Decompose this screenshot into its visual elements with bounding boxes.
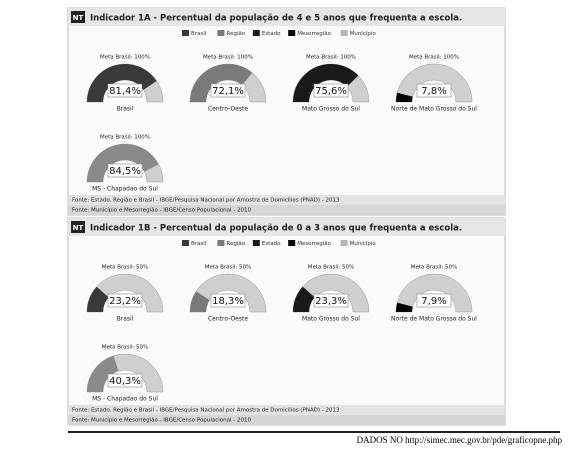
gauge-name: Brasil [117,316,134,323]
gauge-name: Norte de Mato Grosso do Sul [391,316,477,323]
gauge-value: 81,4% [109,86,141,97]
source: Fonte: Estado, Região e Brasil - IBGE/Pe… [72,197,340,204]
gauge-value: 7,8% [421,86,446,97]
legend-swatch [288,30,296,36]
source-bar [68,405,505,415]
title-bar [68,218,505,236]
gauge-fill [293,286,315,312]
value-box [313,293,349,308]
source: Fonte: Município e Mesorregião - IBGE/Ce… [72,417,252,424]
gauge-value: 75,6% [315,86,347,97]
title-bar [68,8,505,26]
legend-label: Estado [262,241,281,247]
gauge-track [86,273,164,313]
gauge-value: 7,9% [421,296,446,307]
gauge-meta: Meta Brasil: 50% [411,265,458,271]
gauge-name: Brasil [117,106,134,113]
gauge-track [292,273,370,313]
value-box [416,83,452,98]
gauge-value: 84,5% [109,166,141,177]
footer: DADOS NO http://simec.mec.gov.br/pde/gra… [357,435,563,445]
gauge-fill [293,64,359,102]
value-box [107,83,143,98]
gauge-name: Centro-Oeste [208,316,248,323]
gauge-track [395,63,473,103]
gauge-value: 23,2% [109,296,141,307]
gauge-name: Mato Grosso do Sul [302,106,360,113]
gauge-value: 72,1% [212,86,244,97]
legend-label: Município [350,240,377,247]
gauge-meta: Meta Brasil: 100% [306,55,356,61]
source-bar [68,415,505,425]
gauge-name: Norte de Mato Grosso do Sul [391,106,477,113]
legend-swatch [182,30,189,36]
value-box [416,293,452,308]
gauge-track [189,273,267,313]
gauge-fill [190,291,210,312]
legend-swatch [288,240,296,246]
gauge-meta: Meta Brasil: 50% [102,345,149,351]
value-box [107,373,143,388]
badge: NT [73,224,84,232]
source: Fonte: Estado, Região e Brasil - IBGE/Pe… [72,407,340,414]
legend-label: Mesorregião [297,31,331,37]
gauge-name: Centro-Oeste [208,106,248,113]
badge-box [71,11,85,23]
gauge-meta: Meta Brasil: 100% [100,55,150,61]
panel [67,7,506,216]
legend-swatch [217,240,225,246]
value-box [210,83,246,98]
legend-label: Brasil [191,241,207,247]
gauge-meta: Meta Brasil: 100% [203,55,253,61]
gauge-fill [396,92,413,102]
value-box [210,293,246,308]
gauge-value: 18,3% [212,296,244,307]
panel-title: Indicador 1A - Percentual da população d… [90,14,462,24]
legend-label: Região [226,241,245,247]
legend-swatch [182,240,189,246]
legend-label: Município [350,30,377,37]
legend-label: Mesorregião [297,241,331,247]
legend-swatch [217,30,225,36]
gauge-meta: Meta Brasil: 100% [100,135,150,141]
source-bar [68,205,505,215]
value-box [107,293,143,308]
legend-label: Região [226,31,245,37]
gauge-name: MS - Chapadao do Sul [92,396,158,403]
legend-swatch [340,240,348,246]
gauge-fill [190,64,253,102]
gauge-value: 40,3% [109,376,141,387]
badge: NT [73,14,84,22]
gauge-name: Mato Grosso do Sul [302,316,360,323]
value-box [107,163,143,178]
gauge-meta: Meta Brasil: 50% [102,265,149,271]
source: Fonte: Município e Mesorregião - IBGE/Ce… [72,207,252,214]
gauge-track [395,273,473,313]
legend-swatch [252,30,260,36]
gauge-fill [87,286,109,312]
gauge-meta: Meta Brasil: 100% [409,55,459,61]
gauge-meta: Meta Brasil: 50% [205,265,252,271]
legend-label: Estado [262,31,281,37]
legend-label: Brasil [191,31,207,37]
gauge-fill [87,355,119,392]
gauge-fill [87,143,159,182]
gauge-fill [396,302,413,312]
legend-swatch [252,240,260,246]
source-bar [68,195,505,205]
legend-swatch [340,30,348,36]
panel-title: Indicador 1B - Percentual da população d… [90,224,462,234]
gauge-meta: Meta Brasil: 50% [308,265,355,271]
gauge-value: 23,3% [315,296,347,307]
badge-box [71,221,85,233]
gauge-name: MS - Chapadao do Sul [92,186,158,193]
gauge-fill [87,64,157,102]
value-box [313,83,349,98]
